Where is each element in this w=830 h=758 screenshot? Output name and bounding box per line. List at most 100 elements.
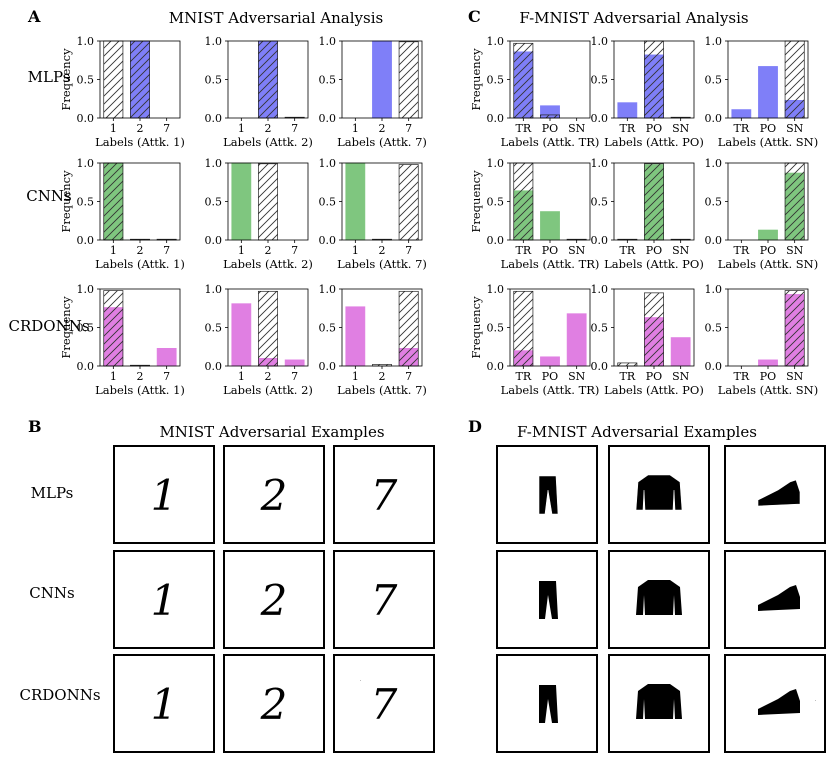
pullover-icon [636,684,682,719]
bar-7 [156,347,177,367]
x-axis-label: Labels (Attk. PO) [604,383,704,397]
bar-7 [284,359,305,367]
x-tick-label: 7 [163,370,170,383]
y-tick-label: 1.0 [205,35,223,48]
x-tick-label: TR [734,244,750,257]
digit-glyph: 7 [371,471,398,520]
mnist-example-crdonn-7: 7 [333,654,435,753]
x-axis-label: Labels (Attk. TR) [501,383,600,397]
row-label-crdonns-b: CRDONNs [19,686,100,704]
y-tick-label: 1.0 [319,35,337,48]
hatched-bar-7 [398,164,419,241]
digit-glyph: 1 [151,576,178,625]
y-tick-label: 0.5 [319,196,337,209]
x-axis-label: Labels (Attk. PO) [604,135,704,149]
hatched-bar-SN [784,162,805,241]
y-tick-label: 1.0 [705,157,723,170]
y-tick-label: 0.0 [705,360,723,373]
x-tick-label: SN [568,122,586,135]
mnist-example-mlp-2: 2 [223,445,325,544]
y-tick-label: 0.0 [591,234,609,247]
bar-1 [231,303,252,367]
y-tick-label: 1.0 [591,157,609,170]
x-tick-label: 2 [379,244,386,257]
y-tick-label: 0.5 [591,322,609,335]
digit-glyph: 2 [260,471,288,520]
x-tick-label: 2 [265,370,272,383]
x-axis-label: Labels (Attk. 2) [223,257,313,271]
x-tick-label: SN [786,122,804,135]
y-tick-label: 0.0 [205,360,223,373]
y-axis-label: Frequency [59,296,73,359]
x-axis-label: Labels (Attk. 7) [337,135,427,149]
y-tick-label: 0.5 [205,196,223,209]
x-tick-label: TR [620,244,636,257]
x-tick-label: 7 [291,122,298,135]
y-tick-label: 0.5 [705,196,723,209]
y-tick-label: 0.0 [205,112,223,125]
hatched-bar-SN [784,290,805,367]
hatched-bar-1 [103,162,124,241]
y-axis-label: Frequency [469,170,483,233]
y-tick-label: 1.0 [487,35,505,48]
bar-TR [617,102,638,119]
y-tick-label: 1.0 [705,35,723,48]
x-tick-label: PO [760,370,776,383]
mnist-example-crdonn-1: 1 [113,654,215,753]
x-tick-label: 1 [238,370,245,383]
y-tick-label: 0.0 [205,234,223,247]
x-axis-label: Labels (Attk. TR) [501,135,600,149]
y-tick-label: 0.5 [77,196,95,209]
mnist-example-mlp-1: 1 [113,445,215,544]
x-tick-label: SN [672,122,690,135]
x-tick-label: TR [620,370,636,383]
x-tick-label: PO [542,122,558,135]
x-tick-label: 7 [291,244,298,257]
row-label-cnns: CNNs [26,187,71,205]
hatched-bar-PO [644,163,664,241]
y-tick-label: 0.5 [705,322,723,335]
x-tick-label: PO [760,244,776,257]
x-axis-label: Labels (Attk. 2) [223,383,313,397]
x-tick-label: PO [760,122,776,135]
x-tick-label: 1 [238,122,245,135]
x-axis-label: Labels (Attk. TR) [501,257,600,271]
panel-c-title: F-MNIST Adversarial Analysis [519,9,748,27]
x-tick-label: SN [672,244,690,257]
bar-PO [758,359,778,367]
panel-b-title: MNIST Adversarial Examples [159,423,384,441]
y-tick-label: 1.0 [77,283,95,296]
x-axis-label: Labels (Attk. SN) [718,135,818,149]
y-tick-label: 0.0 [705,112,723,125]
y-tick-label: 0.0 [319,112,337,125]
fmnist-example-cnn-sneaker [724,550,826,649]
mnist-example-cnn-2: 2 [223,550,325,649]
hatched-bar-7 [398,41,419,119]
hatched-bar-2 [258,40,278,119]
y-tick-label: 0.0 [591,112,609,125]
x-tick-label: 7 [405,370,412,383]
digit-glyph: 2 [260,680,288,729]
fmnist-example-cnn-pullover [608,550,710,649]
hatched-bar-TR [617,362,638,367]
bar-PO [540,211,560,241]
x-tick-label: 1 [238,244,245,257]
y-tick-label: 1.0 [705,283,723,296]
pullover-icon [636,580,682,615]
y-axis-label: Frequency [59,48,73,111]
x-axis-label: Labels (Attk. PO) [604,257,704,271]
digit-glyph: 2 [260,576,288,625]
fmnist-example-grid [496,445,826,753]
y-tick-label: 1.0 [77,157,95,170]
trouser-icon [539,581,558,619]
mnist-example-crdonn-2: 2 [223,654,325,753]
bar-PO [758,66,778,119]
y-tick-label: 1.0 [591,283,609,296]
hatched-bar-1 [103,40,124,119]
